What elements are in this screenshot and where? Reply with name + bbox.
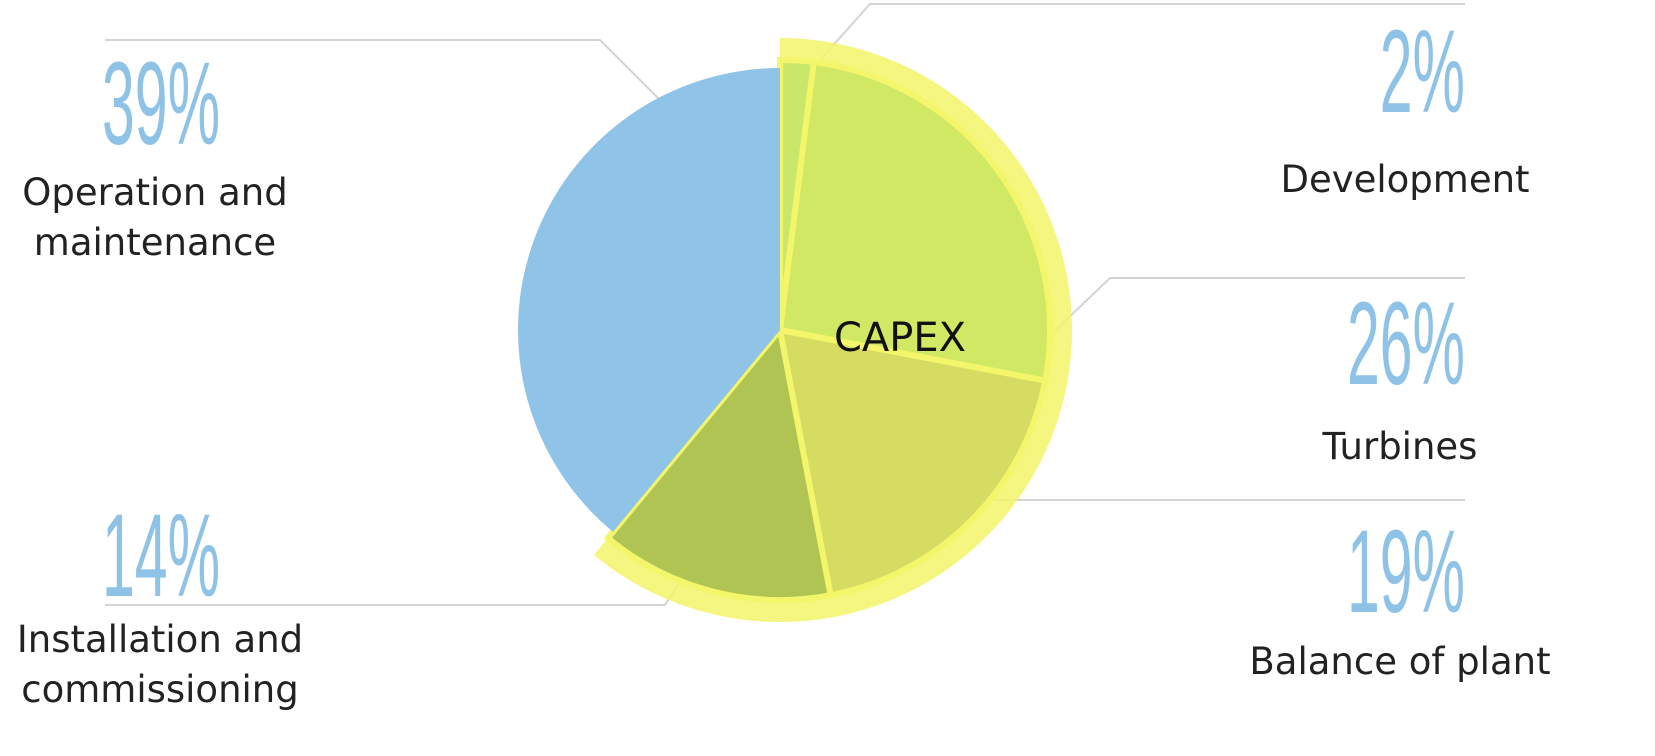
value-label-group: 14%: [102, 490, 220, 622]
category-label: Operation and maintenance: [22, 171, 288, 264]
annotation: CAPEX: [834, 315, 966, 361]
value-label-group: 39%: [102, 38, 220, 170]
value-label: 2%: [1380, 6, 1465, 138]
value-label: 14%: [102, 490, 220, 622]
value-label-group: 26%: [1347, 278, 1465, 410]
leader-line: [105, 39, 661, 101]
category-label: Turbines: [1322, 425, 1478, 468]
category-label: Installation and commissioning: [16, 618, 304, 711]
category-label: Balance of plant: [1249, 640, 1551, 683]
pie-slice: [518, 68, 780, 532]
value-label-group: 19%: [1347, 506, 1465, 638]
leader-line: [819, 3, 1465, 61]
pie-slice: [603, 323, 835, 603]
value-label: 26%: [1347, 278, 1465, 410]
pie-slice: [776, 58, 1053, 385]
pie-slice: [776, 326, 1049, 599]
value-label-group: 2%: [1380, 6, 1465, 138]
value-label: 39%: [102, 38, 220, 170]
pie: [518, 38, 1072, 622]
value-label: 19%: [1347, 506, 1465, 638]
category-label: Development: [1280, 158, 1530, 201]
